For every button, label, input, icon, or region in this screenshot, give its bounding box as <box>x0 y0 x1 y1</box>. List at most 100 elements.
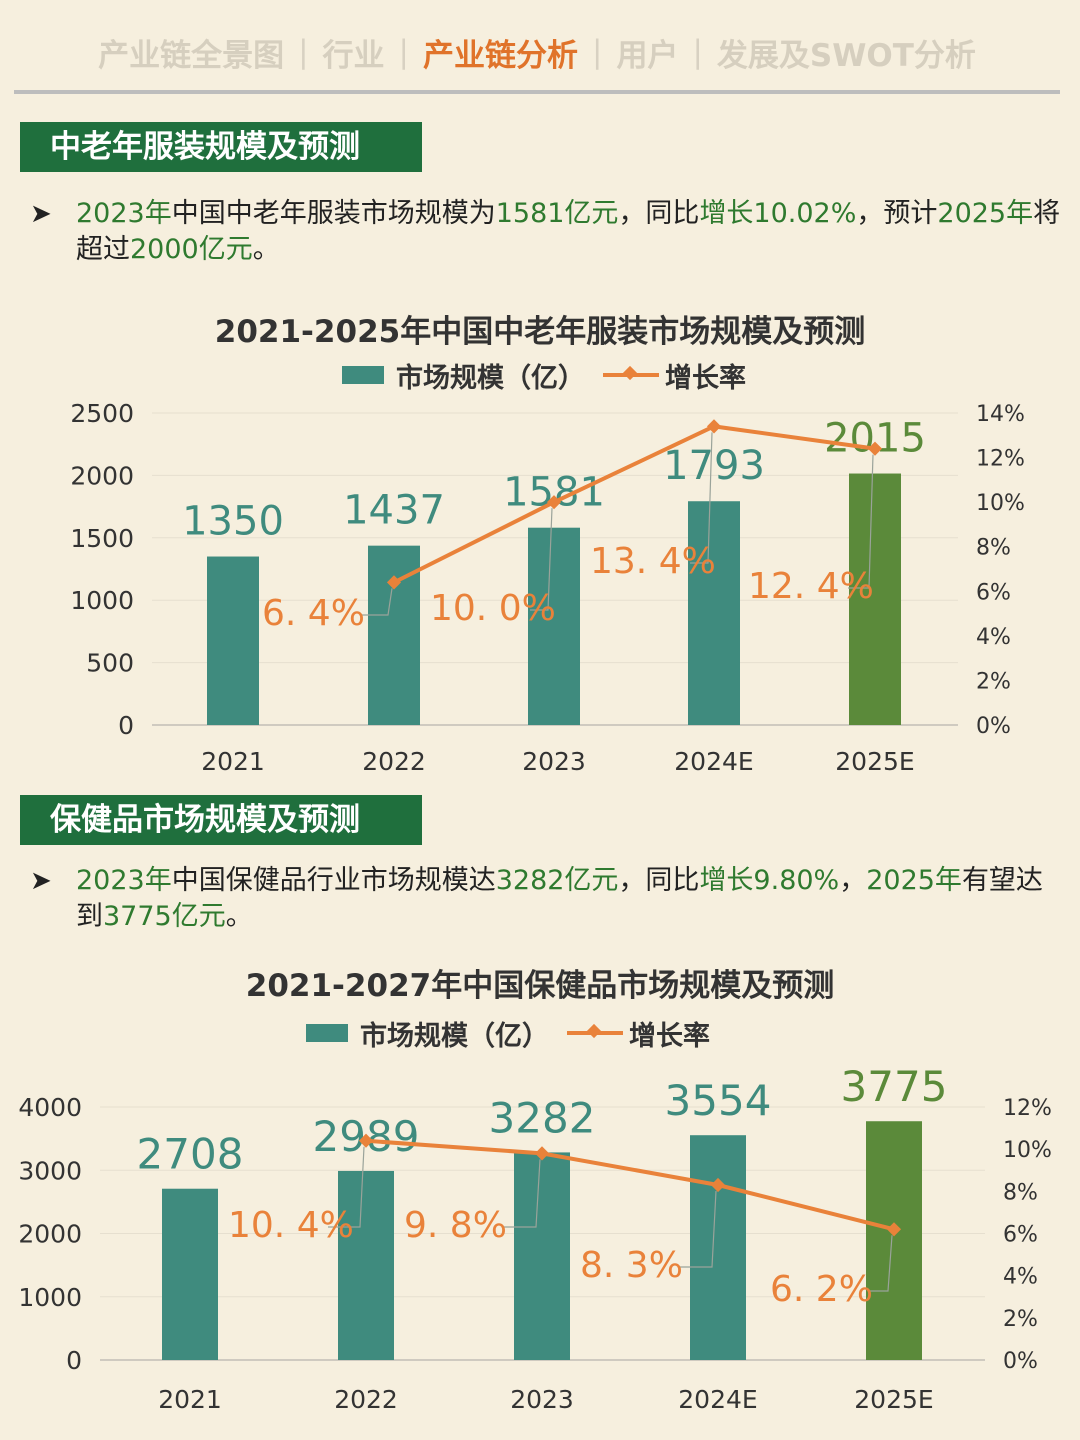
nav-item-swot[interactable]: 发展及SWOT分析 <box>716 37 976 74</box>
growth-point <box>546 495 562 510</box>
summary-segment: 中国中老年服装市场规模为 <box>171 198 496 229</box>
y-tick-right: 0% <box>1003 1349 1038 1374</box>
y-tick-right: 4% <box>1003 1265 1038 1290</box>
summary-segment: 2023年 <box>76 198 172 229</box>
growth-label-leader <box>690 432 713 564</box>
growth-label-leader <box>362 588 393 616</box>
summary-segment: 中国保健品行业市场规模达 <box>171 865 496 896</box>
summary-segment: 。 <box>225 901 253 932</box>
bar <box>528 527 580 725</box>
growth-label-leader <box>870 1235 893 1292</box>
summary-health-text: 2023年中国保健品行业市场规模达3282亿元，同比增长9.80%，2025年有… <box>76 863 1062 935</box>
bar <box>207 556 259 725</box>
summary-segment: 2000亿元 <box>130 234 253 265</box>
y-tick-left: 1500 <box>70 524 134 553</box>
legend-bar-label: 市场规模（亿） <box>360 1020 549 1052</box>
summary-segment: 增长10.02% <box>699 198 857 229</box>
bullet-arrow-icon: ➤ <box>30 866 52 896</box>
x-tick-label: 2021 <box>158 1385 222 1414</box>
legend-line-label: 增长率 <box>629 1020 710 1052</box>
growth-rate-label: 10. 4% <box>228 1205 354 1246</box>
bar <box>849 473 901 725</box>
summary-segment: 3282亿元 <box>495 865 619 896</box>
bar-value-label: 3775 <box>841 1062 948 1111</box>
y-tick-right: 14% <box>976 402 1025 427</box>
y-tick-left: 2000 <box>70 461 134 490</box>
y-tick-left: 0 <box>66 1346 82 1375</box>
y-tick-left: 0 <box>118 711 134 740</box>
growth-rate-label: 6. 4% <box>262 593 365 634</box>
growth-line <box>365 1138 895 1232</box>
growth-line <box>393 424 876 585</box>
summary-segment: ，同比 <box>618 198 700 229</box>
growth-point <box>710 1177 726 1193</box>
growth-label-leader <box>680 1190 717 1268</box>
nav-item-industry[interactable]: 行业 <box>322 37 385 74</box>
summary-apparel-text: 2023年中国中老年服装市场规模为1581亿元，同比增长10.02%，预计202… <box>76 196 1062 268</box>
x-tick-label: 2023 <box>510 1385 574 1414</box>
y-tick-right: 12% <box>976 447 1025 472</box>
growth-rate-label: 6. 2% <box>770 1269 873 1310</box>
x-tick-label: 2025E <box>835 747 914 776</box>
nav-item-chain-analysis[interactable]: 产业链分析 <box>422 37 578 74</box>
y-tick-left: 1000 <box>18 1283 82 1312</box>
nav-separator: | <box>398 34 409 70</box>
section-header-apparel: 中老年服装规模及预测 <box>20 122 422 172</box>
bar <box>866 1121 922 1360</box>
growth-rate-label: 12. 4% <box>748 566 874 607</box>
growth-point <box>534 1146 550 1161</box>
growth-point <box>706 419 722 434</box>
bullet-arrow-icon: ➤ <box>30 199 52 229</box>
summary-segment: 。 <box>252 234 280 265</box>
x-tick-label: 2021 <box>201 747 265 776</box>
growth-rate-label: 8. 3% <box>580 1245 683 1286</box>
growth-point <box>358 1133 374 1148</box>
legend-bar-swatch-icon <box>306 1024 348 1042</box>
summary-segment: 2023年 <box>76 865 172 896</box>
summary-segment: 将超过 <box>76 198 1061 265</box>
nav-item-chain-overview[interactable]: 产业链全景图 <box>98 37 285 74</box>
nav-separator: | <box>692 34 703 70</box>
legend-bar-label: 市场规模（亿） <box>396 362 585 394</box>
x-tick-label: 2023 <box>522 747 586 776</box>
bar <box>162 1188 218 1360</box>
bar <box>688 501 740 725</box>
x-tick-label: 2024E <box>678 1385 757 1414</box>
growth-rate-label: 9. 8% <box>404 1205 507 1246</box>
nav-item-users[interactable]: 用户 <box>616 37 679 74</box>
growth-point <box>386 575 402 590</box>
nav-separator: | <box>298 34 309 70</box>
y-tick-left: 500 <box>86 649 134 678</box>
bar-value-label: 1437 <box>343 488 445 534</box>
y-tick-left: 2000 <box>18 1220 82 1249</box>
y-tick-right: 10% <box>1003 1138 1052 1163</box>
legend-apparel: 市场规模（亿） 增长率 <box>342 358 746 394</box>
y-tick-right: 2% <box>976 669 1011 694</box>
section-header-health: 保健品市场规模及预测 <box>20 795 422 845</box>
bar <box>514 1152 570 1360</box>
summary-segment: 3775亿元 <box>103 901 226 932</box>
growth-point <box>886 1222 902 1237</box>
bar-value-label: 2708 <box>137 1130 244 1179</box>
x-tick-label: 2022 <box>334 1385 398 1414</box>
x-tick-label: 2024E <box>674 747 753 776</box>
y-tick-left: 4000 <box>18 1093 82 1122</box>
growth-label-leader <box>328 1146 365 1228</box>
y-tick-right: 6% <box>1003 1223 1038 1248</box>
legend-line-swatch-icon <box>567 1031 623 1035</box>
legend-line-label: 增长率 <box>665 362 746 394</box>
y-tick-right: 12% <box>1003 1096 1052 1121</box>
top-nav: 产业链全景图 | 行业 | 产业链分析 | 用户 | 发展及SWOT分析 <box>14 22 1060 82</box>
chart-title-apparel: 2021-2025年中国中老年服装市场规模及预测 <box>214 314 866 350</box>
bar-value-label: 1350 <box>182 499 284 545</box>
y-tick-right: 4% <box>976 625 1011 650</box>
summary-segment: ，预计 <box>856 198 938 229</box>
nav-divider <box>14 90 1060 94</box>
x-tick-label: 2022 <box>362 747 426 776</box>
y-tick-left: 1000 <box>70 586 134 615</box>
y-tick-left: 2500 <box>70 399 134 428</box>
bar <box>690 1135 746 1360</box>
y-tick-right: 8% <box>1003 1180 1038 1205</box>
growth-rate-label: 13. 4% <box>590 541 716 582</box>
